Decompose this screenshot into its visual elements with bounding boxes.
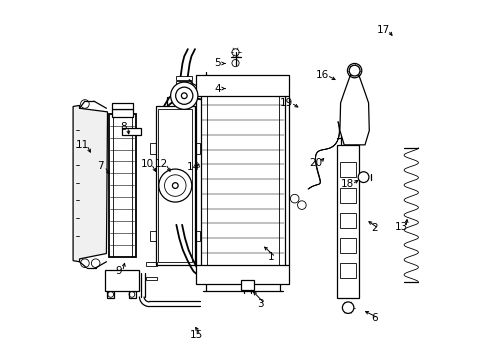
Text: 14: 14 <box>186 162 200 172</box>
Text: 5: 5 <box>214 58 221 68</box>
Text: 17: 17 <box>376 25 389 35</box>
Bar <box>339 188 356 203</box>
Bar <box>107 291 114 298</box>
Bar <box>109 114 136 257</box>
Bar <box>105 270 139 291</box>
Text: 4: 4 <box>214 84 221 94</box>
Bar <box>195 231 200 242</box>
Bar <box>122 128 140 135</box>
Bar <box>128 291 136 298</box>
Text: 13: 13 <box>394 222 407 232</box>
Circle shape <box>172 183 178 188</box>
Text: 18: 18 <box>341 179 354 189</box>
Bar <box>336 145 359 298</box>
Bar <box>195 143 200 154</box>
Bar <box>201 76 285 282</box>
Bar <box>112 103 133 109</box>
Bar <box>339 213 356 228</box>
Text: 3: 3 <box>257 299 264 309</box>
Bar <box>150 143 155 154</box>
Bar <box>196 75 289 96</box>
Bar <box>112 109 133 117</box>
Bar <box>241 280 253 291</box>
Bar <box>196 265 289 284</box>
Polygon shape <box>339 75 368 145</box>
Text: 2: 2 <box>370 224 377 233</box>
Bar <box>176 76 192 80</box>
Bar <box>339 238 356 253</box>
Text: 15: 15 <box>189 330 203 340</box>
Circle shape <box>342 302 353 314</box>
Text: 6: 6 <box>370 313 377 323</box>
Bar <box>176 81 192 85</box>
Text: 7: 7 <box>97 161 103 171</box>
Polygon shape <box>73 105 107 262</box>
Bar <box>158 109 192 262</box>
Circle shape <box>175 87 192 104</box>
Text: 11: 11 <box>76 140 89 150</box>
Bar <box>339 162 356 177</box>
Bar <box>339 263 356 278</box>
Text: 19: 19 <box>280 98 293 108</box>
Text: 10: 10 <box>140 159 153 169</box>
Text: 9: 9 <box>115 266 122 276</box>
Circle shape <box>159 169 191 202</box>
Bar <box>145 262 157 266</box>
Text: 20: 20 <box>308 158 322 168</box>
Circle shape <box>170 82 198 109</box>
Text: 12: 12 <box>154 159 167 169</box>
Circle shape <box>357 172 368 183</box>
Text: 16: 16 <box>315 70 328 80</box>
Text: 8: 8 <box>120 122 127 132</box>
Bar <box>150 231 155 242</box>
Text: 1: 1 <box>267 252 274 262</box>
Bar <box>155 106 195 265</box>
Circle shape <box>348 65 359 76</box>
Bar <box>145 277 157 280</box>
